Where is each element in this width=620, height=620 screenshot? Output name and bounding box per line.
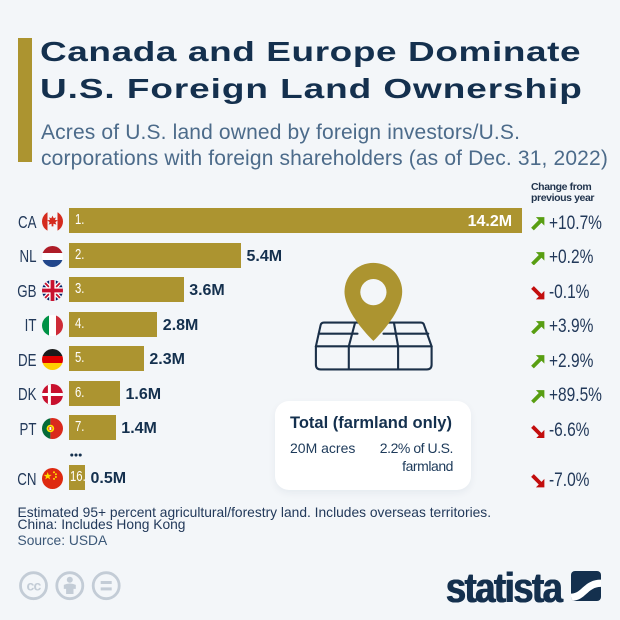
svg-text:cc: cc [26, 577, 41, 593]
